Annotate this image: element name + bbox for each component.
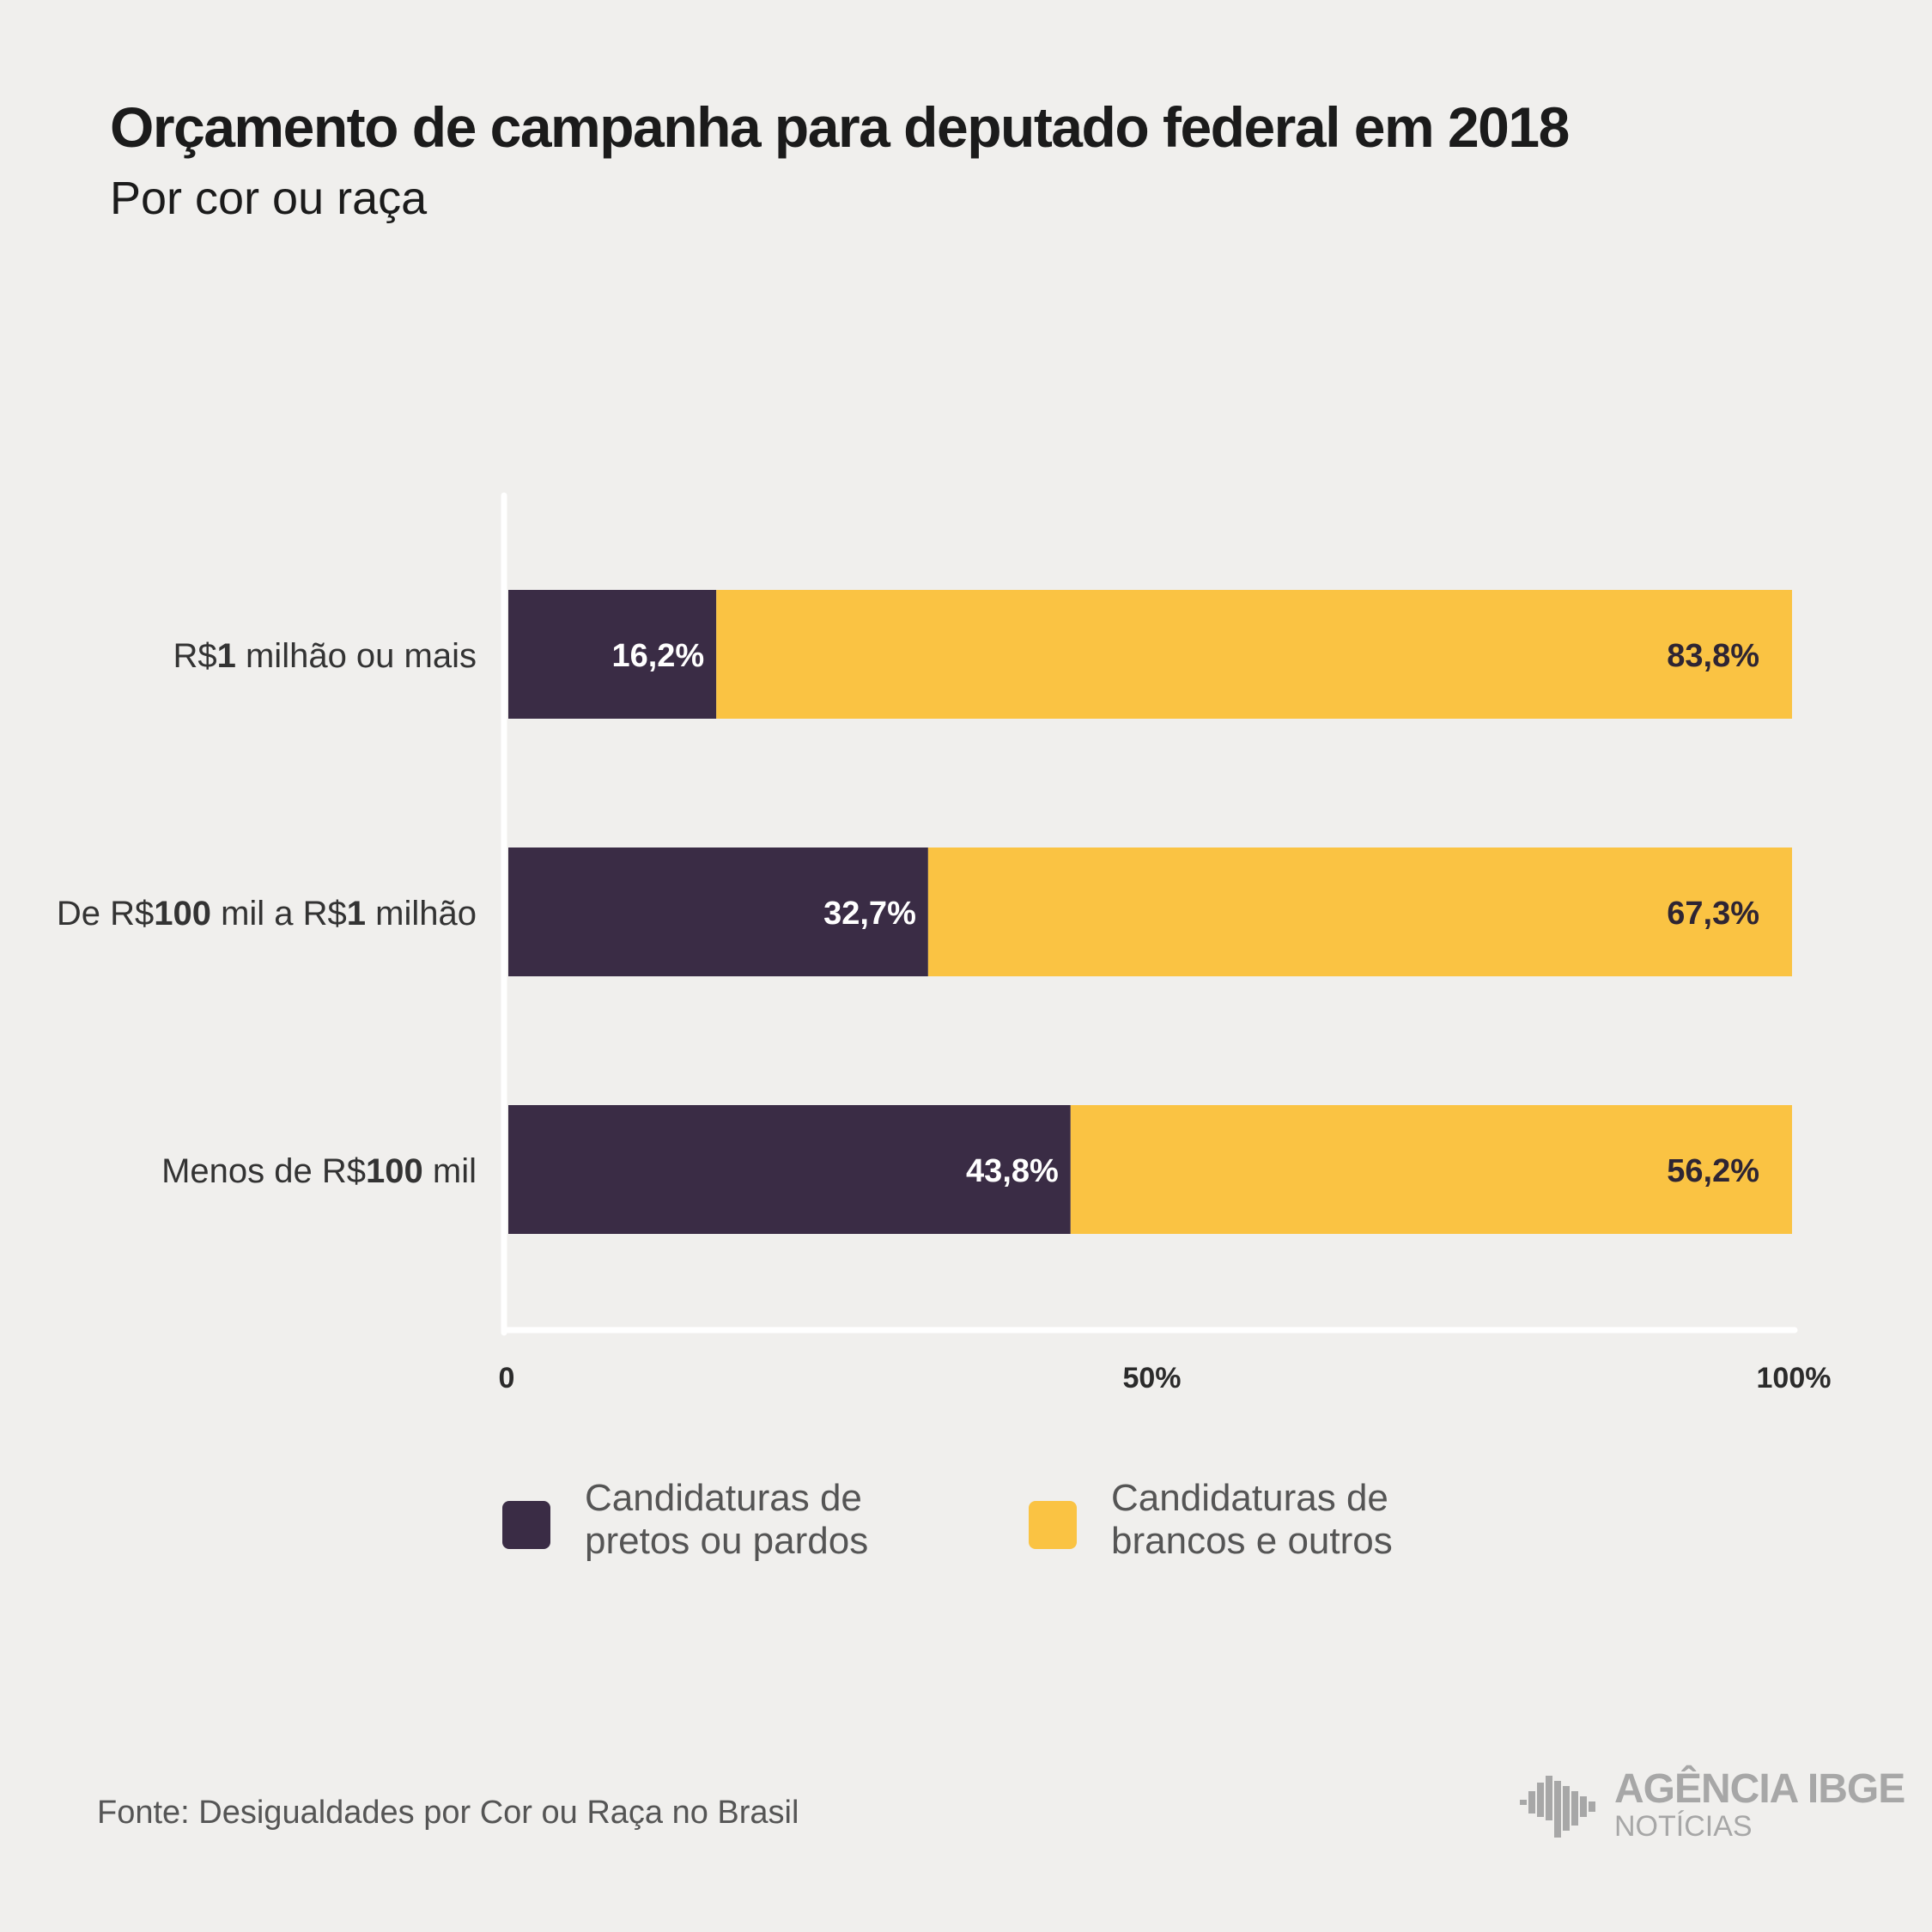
agencia-ibge-logo: AGÊNCIA IBGE NOTÍCIAS xyxy=(1520,1769,1905,1846)
category-label: Menos de R$100 mil xyxy=(161,1152,477,1190)
ibge-bars-logo-icon xyxy=(1520,1776,1595,1838)
x-tick-label: 100% xyxy=(1757,1362,1832,1394)
legend-label-line2: brancos e outros xyxy=(1111,1520,1393,1562)
category-label: De R$100 mil a R$1 milhão xyxy=(57,895,477,933)
chart-title: Orçamento de campanha para deputado fede… xyxy=(110,95,1570,159)
data-label: 83,8% xyxy=(1667,638,1759,674)
stacked-bar-chart: 16,2% 83,8% R$1 milhão ou mais 32,7% 67,3% De… xyxy=(57,492,1832,1394)
bar-pretos-pardos xyxy=(508,848,928,976)
bar-brancos-outros xyxy=(716,590,1793,719)
bar-brancos-outros xyxy=(927,848,1792,976)
data-label: 43,8% xyxy=(966,1153,1059,1189)
legend-item-pretos-pardos: Candidaturas de pretos ou pardos xyxy=(502,1477,945,1563)
legend-swatch-yellow xyxy=(1029,1501,1077,1549)
data-label: 32,7% xyxy=(823,896,916,932)
data-label: 67,3% xyxy=(1667,896,1759,932)
chart-subtitle: Por cor ou raça xyxy=(110,173,428,224)
bar-pretos-pardos xyxy=(508,1105,1071,1234)
logo-text-agencia-ibge: AGÊNCIA IBGE xyxy=(1614,1766,1905,1812)
x-tick-label: 0 xyxy=(499,1362,515,1394)
bar-brancos-outros xyxy=(1070,1105,1792,1234)
data-label: 56,2% xyxy=(1667,1153,1759,1189)
legend-label: Candidaturas de brancos e outros xyxy=(1111,1477,1472,1563)
legend-item-brancos-outros: Candidaturas de brancos e outros xyxy=(1029,1477,1472,1563)
legend-label-line1: Candidaturas de xyxy=(1111,1477,1388,1519)
data-label: 16,2% xyxy=(611,638,704,674)
category-label: R$1 milhão ou mais xyxy=(173,637,477,675)
logo-text-noticias: NOTÍCIAS xyxy=(1614,1810,1753,1843)
legend-label-line2: pretos ou pardos xyxy=(585,1520,869,1562)
legend-label-line1: Candidaturas de xyxy=(585,1477,862,1519)
legend-swatch-dark xyxy=(502,1501,550,1549)
legend-label: Candidaturas de pretos ou pardos xyxy=(585,1477,945,1563)
x-tick-label: 50% xyxy=(1122,1362,1181,1394)
bar-pretos-pardos xyxy=(508,590,717,719)
source-note: Fonte: Desigualdades por Cor ou Raça no … xyxy=(97,1795,799,1831)
